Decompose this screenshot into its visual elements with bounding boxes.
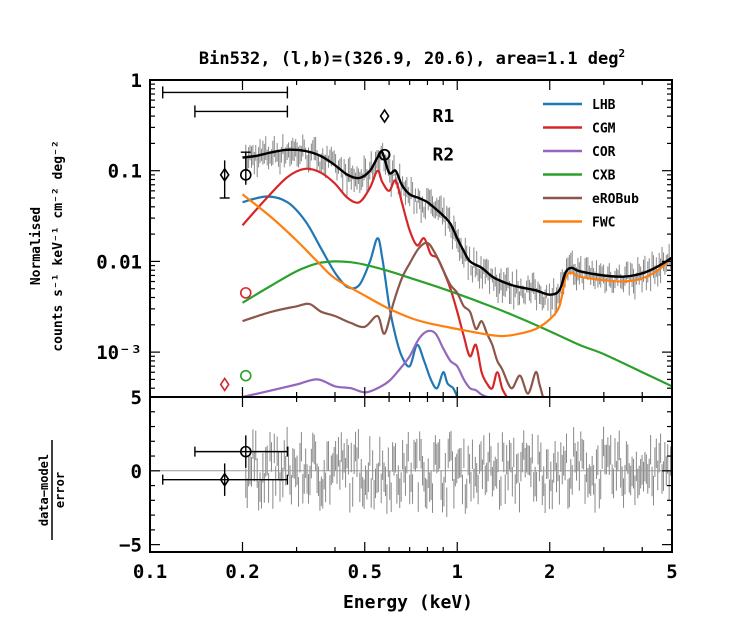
series-line-erobub bbox=[242, 241, 544, 397]
region-label-r1: R1 bbox=[433, 106, 455, 127]
chart-title-superscript: 2 bbox=[619, 47, 626, 60]
x-tick-label: 0.5 bbox=[348, 561, 382, 583]
series-line-lhb bbox=[242, 195, 459, 397]
bottom-y-axis-label: data−model error bbox=[37, 440, 67, 540]
bottom-y-axis-label-numerator: data−model bbox=[37, 454, 51, 526]
legend-label-cor: COR bbox=[592, 145, 616, 160]
circle-marker-cxb bbox=[239, 369, 252, 382]
series-line-cor bbox=[242, 329, 488, 397]
legend-label-fwc: FWC bbox=[592, 216, 615, 231]
chart-title: Bin532, (l,b)=(326.9, 20.6), area=1.1 de… bbox=[199, 47, 625, 69]
x-tick-label: 0.1 bbox=[133, 561, 167, 583]
region-marker-r1 bbox=[379, 108, 390, 124]
region-marker-r2 bbox=[378, 148, 391, 161]
legend-label-cgm: CGM bbox=[592, 122, 616, 137]
series-line-cxb bbox=[241, 260, 672, 388]
top-y-axis-label-line1: Normalised bbox=[29, 207, 44, 285]
region-label-r2: R2 bbox=[433, 145, 455, 166]
top-y-tick-label: 0.1 bbox=[108, 161, 142, 183]
top-y-tick-label: 10⁻³ bbox=[96, 342, 142, 364]
model-curves bbox=[241, 148, 672, 397]
legend-label-lhb: LHB bbox=[592, 98, 616, 113]
chart-title-text: Bin532, (l,b)=(326.9, 20.6), area=1.1 de… bbox=[199, 49, 619, 69]
top-y-tick-label: 1 bbox=[131, 70, 142, 92]
top-panel: R1 R2 LHB CGM COR CXB eROBub FWC 1 0.1 0.01 10⁻³ bbox=[96, 70, 673, 398]
legend-label-erobub: eROBub bbox=[592, 192, 639, 207]
series-line-total-model bbox=[242, 148, 672, 296]
top-y-tick-label: 0.01 bbox=[96, 251, 142, 273]
bottom-panel: 5 0 −5 bbox=[119, 387, 673, 557]
diamond-marker-cgm bbox=[219, 377, 230, 392]
x-tick-label: 1 bbox=[452, 561, 463, 583]
top-y-axis-label-line2: counts s⁻¹ keV⁻¹ cm⁻² deg⁻² bbox=[51, 140, 66, 351]
residual-diamond-marker bbox=[219, 472, 230, 488]
bottom-y-tick-label: −5 bbox=[119, 535, 142, 557]
legend: LHB CGM COR CXB eROBub FWC bbox=[543, 98, 639, 231]
bottom-panel-frame bbox=[149, 396, 673, 553]
top-y-axis-label: Normalised counts s⁻¹ keV⁻¹ cm⁻² deg⁻² bbox=[29, 140, 66, 351]
x-tick-label: 5 bbox=[666, 561, 677, 583]
x-tick-label: 2 bbox=[544, 561, 555, 583]
residual-points bbox=[245, 426, 672, 518]
bottom-y-tick-label: 5 bbox=[131, 387, 142, 409]
x-tick-labels: 0.1 0.2 0.5 1 2 5 bbox=[133, 561, 678, 583]
legend-label-cxb: CXB bbox=[592, 169, 616, 184]
series-line-fwc bbox=[241, 193, 672, 338]
series-line-cgm bbox=[241, 167, 508, 397]
x-tick-label: 0.2 bbox=[225, 561, 259, 583]
bottom-y-axis-label-denominator: error bbox=[53, 472, 67, 508]
residual-circle-marker bbox=[239, 445, 252, 458]
x-axis-label: Energy (keV) bbox=[343, 592, 473, 613]
circle-marker-cgm bbox=[239, 287, 252, 299]
bottom-y-tick-label: 0 bbox=[131, 461, 142, 483]
diamond-marker-data bbox=[219, 167, 230, 183]
